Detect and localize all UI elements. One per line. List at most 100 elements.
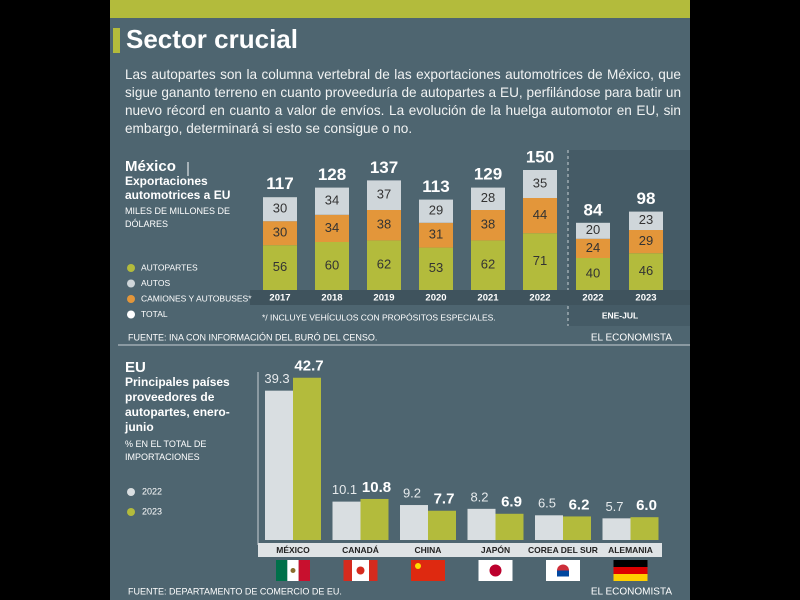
bar-segment [419, 199, 453, 223]
flag-part [613, 560, 648, 567]
bar-segment [263, 197, 297, 222]
bar-segment [263, 245, 297, 290]
x-tick-label: COREA DEL SUR [528, 545, 598, 555]
value-label: 9.2 [403, 485, 421, 500]
legend-label: AUTOS [141, 278, 170, 288]
brand: EL ECONOMISTA [591, 333, 672, 344]
value-label: 6.5 [538, 496, 556, 511]
x-tick-label: CHINA [415, 545, 442, 555]
value-label: 38 [481, 217, 495, 232]
value-label: 39.3 [264, 371, 289, 386]
chart-title: México [125, 158, 176, 175]
bar-segment [315, 187, 349, 215]
chart-unit: % EN EL TOTAL DE IMPORTACIONES [125, 439, 207, 462]
value-label: 10.1 [332, 482, 357, 497]
bar-segment [576, 238, 610, 258]
x-tick-label: 2017 [269, 293, 290, 304]
bar-segment [471, 187, 505, 210]
value-label: 5.7 [605, 499, 623, 514]
x-tick-label: 2020 [425, 293, 446, 304]
bar-segment [523, 170, 557, 198]
legend-label: 2022 [142, 486, 162, 496]
value-label: 60 [325, 257, 339, 272]
chart-unit: MILES DE MILLONES DE DÓLARES [125, 206, 231, 229]
bar [360, 498, 389, 540]
bar-segment [471, 210, 505, 241]
bar [602, 518, 631, 540]
total-label: 113 [422, 177, 449, 196]
value-label: 10.8 [362, 479, 391, 496]
value-label: 71 [533, 253, 547, 268]
x-tick-label: 2019 [373, 293, 394, 304]
flag-part [415, 563, 421, 569]
bar-segment [523, 198, 557, 234]
x-tick-label: 2018 [321, 293, 342, 304]
flag-part [489, 564, 502, 577]
bar-segment [629, 230, 663, 254]
category-strip [258, 543, 662, 557]
flag-part [613, 567, 648, 574]
top-band [110, 0, 690, 18]
flag-part [613, 574, 648, 581]
value-label: 31 [429, 227, 443, 242]
flag-part [369, 560, 378, 581]
value-label: 44 [533, 207, 547, 222]
bar-segment [367, 210, 401, 241]
value-label: 62 [481, 257, 495, 272]
intro-text: Las autopartes son la columna vertebral … [125, 67, 681, 136]
year-strip [250, 290, 690, 305]
x-tick-label: ALEMANIA [608, 545, 653, 555]
bar-segment [629, 253, 663, 290]
flag-part [276, 560, 288, 581]
value-label: 30 [273, 201, 287, 216]
x-tick-label: 2022 [529, 293, 550, 304]
bar [535, 515, 563, 540]
flag-part [343, 560, 352, 581]
bar-segment [315, 242, 349, 290]
value-label: 20 [586, 222, 600, 237]
legend-marker [127, 488, 135, 496]
x-tick-label: 2023 [635, 293, 656, 304]
value-label: 8.2 [470, 489, 488, 504]
value-label: 24 [586, 240, 600, 255]
legend-label: TOTAL [141, 309, 168, 319]
legend-marker [127, 295, 135, 303]
legend-marker [127, 279, 135, 288]
chart-subtitle: Principales países proveedores de autopa… [125, 375, 230, 434]
bar-segment [629, 211, 663, 230]
bar-segment [419, 247, 453, 290]
value-label: 42.7 [294, 358, 323, 375]
legend-marker [127, 264, 135, 272]
value-label: 56 [273, 259, 287, 274]
value-label: 37 [377, 187, 391, 202]
bar [428, 510, 456, 540]
bar [332, 501, 361, 540]
bar-segment [523, 233, 557, 290]
value-label: 34 [325, 193, 339, 208]
chart-heading: EU Principales países proveedores de aut… [125, 360, 255, 464]
total-label: 117 [266, 174, 293, 193]
bar-segment [315, 214, 349, 242]
value-label: 6.0 [636, 497, 657, 514]
x-tick-label: 2021 [477, 293, 499, 304]
bar-segment [576, 258, 610, 290]
flag-part [356, 566, 365, 575]
chart-title: EU [125, 359, 146, 376]
bar [265, 390, 293, 540]
value-label: 29 [429, 203, 443, 218]
group-label: ENE-JUL [602, 310, 638, 320]
bar [630, 517, 659, 540]
bar-segment [367, 180, 401, 210]
value-label: 34 [325, 220, 339, 235]
legend-label: CAMIONES Y AUTOBUSES* [141, 293, 252, 303]
chart-heading: México Exportaciones automotrices a EU M… [125, 158, 245, 231]
legend-marker [127, 508, 135, 516]
total-label: 137 [370, 158, 398, 177]
bar [467, 508, 496, 540]
legend-label: 2023 [142, 506, 162, 516]
value-label: 7.7 [434, 491, 455, 508]
value-label: 28 [481, 190, 495, 205]
total-label: 128 [318, 165, 346, 184]
bar-segment [576, 222, 610, 239]
